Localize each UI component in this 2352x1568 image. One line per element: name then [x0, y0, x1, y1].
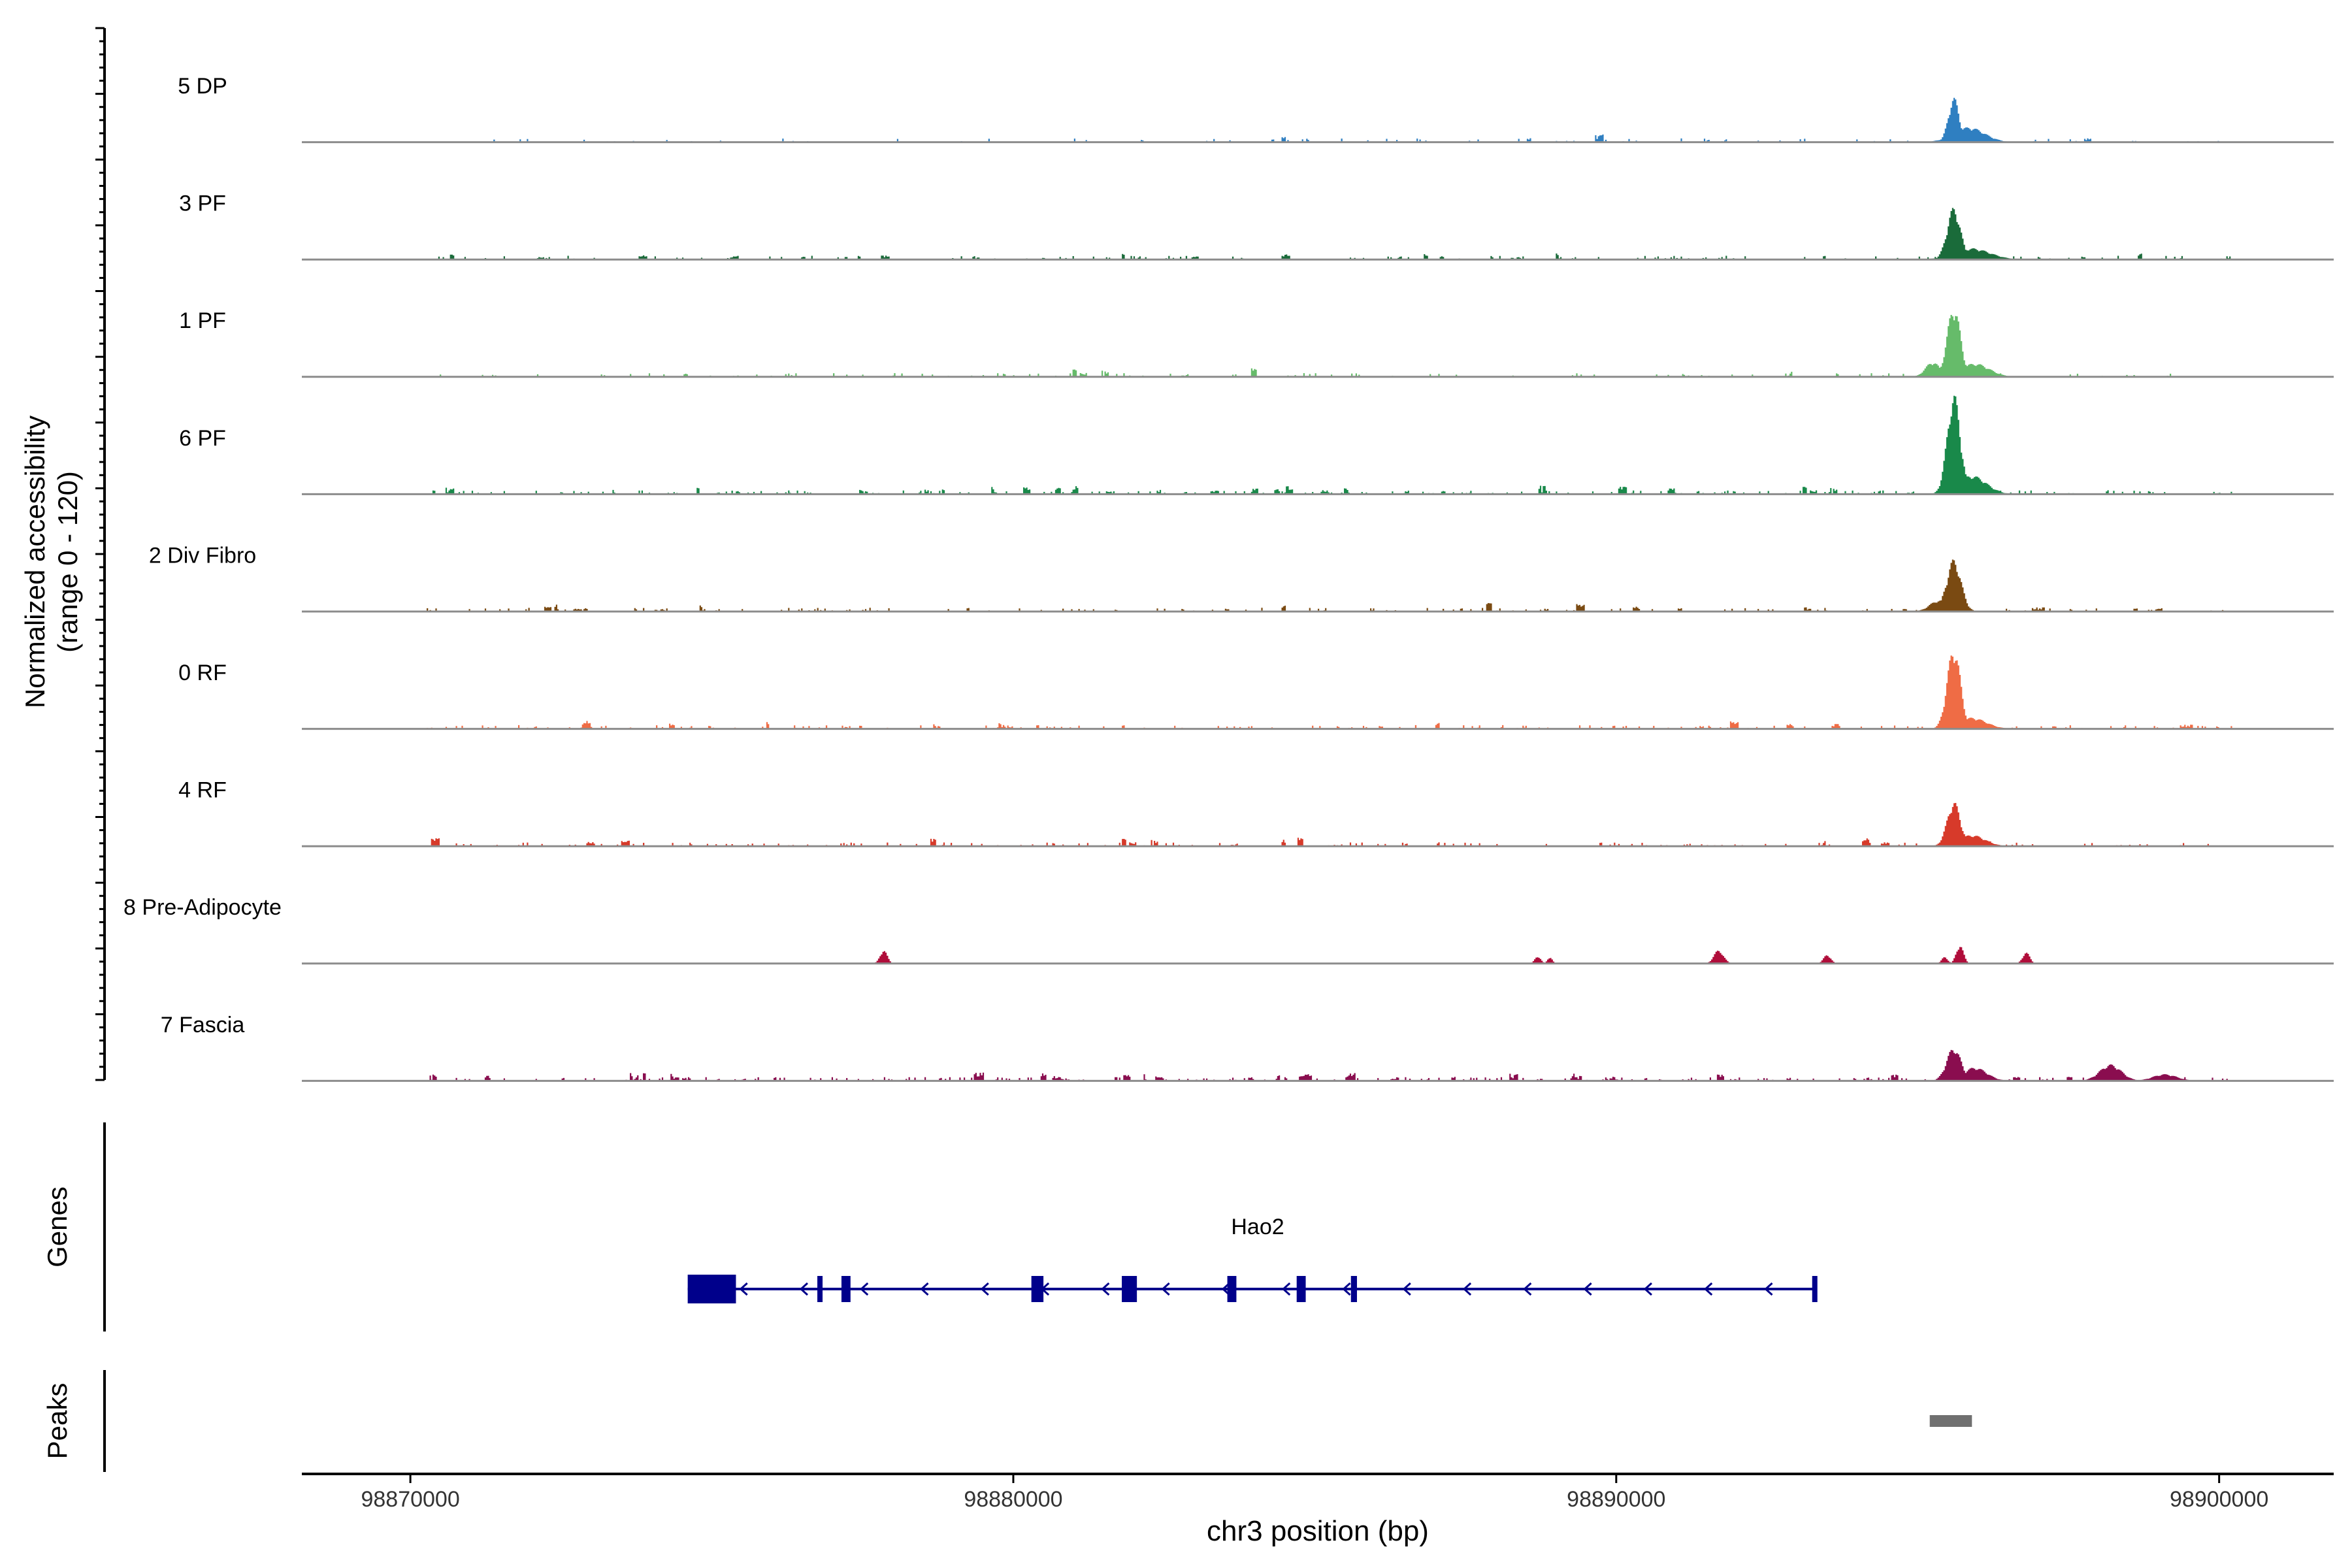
gene-exon [841, 1276, 851, 1302]
strand-arrow [1040, 1282, 1050, 1296]
strand-arrow [1161, 1282, 1170, 1296]
genes-axis-label: Genes [42, 1186, 73, 1267]
gene-name-label: Hao2 [1231, 1215, 1284, 1239]
coverage-area [302, 655, 2334, 729]
strand-arrow [1221, 1282, 1230, 1296]
strand-arrow [1523, 1282, 1532, 1296]
coverage-area [302, 803, 2334, 847]
track-4-rf: 4 RF [178, 778, 2334, 847]
y-axis-title-line1: Normalized accessibility [20, 416, 50, 708]
track-6-pf: 6 PF [179, 395, 2334, 495]
strand-arrow [739, 1282, 748, 1296]
peaks-axis-label: Peaks [42, 1383, 73, 1460]
gene-exon [1227, 1276, 1237, 1302]
x-tick-label: 98900000 [2170, 1487, 2268, 1512]
x-tick-label: 98880000 [964, 1487, 1062, 1512]
coverage-area [302, 315, 2334, 377]
track-label: 0 RF [178, 661, 227, 685]
coverage-tracks: 5 DP 3 PF 1 PF 6 PF 2 Div Fibro 0 RF 4 RF 8 Pre… [123, 74, 2334, 1082]
track-label: 2 Div Fibro [149, 543, 256, 568]
peak-region [1929, 1415, 1972, 1427]
track-label: 6 PF [179, 426, 226, 451]
gene-exon [1296, 1276, 1306, 1302]
track-8-pre-adipocyte: 8 Pre-Adipocyte [123, 895, 2334, 965]
strand-arrow [1402, 1282, 1411, 1296]
track-5-dp: 5 DP [178, 74, 2334, 144]
x-tick-label: 98890000 [1567, 1487, 1665, 1512]
strand-arrow [1703, 1282, 1713, 1296]
strand-arrow [920, 1282, 929, 1296]
coverage-area [302, 947, 2334, 964]
x-axis-ticks: 98870000 98880000 98890000 98900000 [361, 1474, 2268, 1512]
coverage-area [302, 559, 2334, 612]
gene-model-hao2 [687, 1275, 1818, 1303]
strand-arrow [1342, 1282, 1351, 1296]
gene-exon [817, 1276, 823, 1302]
coverage-area [302, 97, 2334, 142]
strand-arrow [1281, 1282, 1291, 1296]
strand-arrow [1764, 1282, 1773, 1296]
track-1-pf: 1 PF [179, 308, 2334, 378]
track-7-fascia: 7 Fascia [161, 1013, 2334, 1082]
x-axis: 98870000 98880000 98890000 98900000 chr3 po… [302, 1473, 2334, 1547]
strand-arrow [860, 1282, 869, 1296]
genes-panel: Genes Hao2 [42, 1122, 1818, 1331]
peaks-panel: Peaks [42, 1370, 1972, 1472]
y-axis-title: Normalized accessibility (range 0 - 120) [20, 416, 83, 708]
coverage-y-axis [95, 27, 106, 1081]
strand-arrow [799, 1282, 808, 1296]
track-3-pf: 3 PF [179, 191, 2334, 261]
track-2-div-fibro: 2 Div Fibro [149, 543, 2334, 613]
track-label: 3 PF [179, 191, 226, 216]
gene-exon [1122, 1276, 1137, 1302]
strand-arrow [1462, 1282, 1472, 1296]
coverage-area [302, 208, 2334, 260]
track-label: 1 PF [179, 308, 226, 333]
x-tick-label: 98870000 [361, 1487, 459, 1512]
x-axis-title: chr3 position (bp) [1207, 1515, 1429, 1547]
y-axis-title-line2: (range 0 - 120) [52, 471, 83, 653]
coverage-area [302, 395, 2334, 495]
peak-regions [1929, 1415, 1972, 1427]
track-label: 7 Fascia [161, 1013, 245, 1037]
strand-arrow [980, 1282, 989, 1296]
strand-arrow [1101, 1282, 1110, 1296]
track-label: 4 RF [178, 778, 227, 803]
track-label: 5 DP [178, 74, 227, 99]
gene-exon [687, 1275, 736, 1303]
strand-arrow [1643, 1282, 1652, 1296]
track-label: 8 Pre-Adipocyte [123, 895, 282, 920]
gene-exon [1350, 1276, 1357, 1302]
strand-arrow [1583, 1282, 1592, 1296]
track-0-rf: 0 RF [178, 655, 2334, 730]
gene-exon [1031, 1276, 1044, 1302]
coverage-area [302, 1050, 2334, 1081]
gene-exon [1812, 1276, 1818, 1302]
